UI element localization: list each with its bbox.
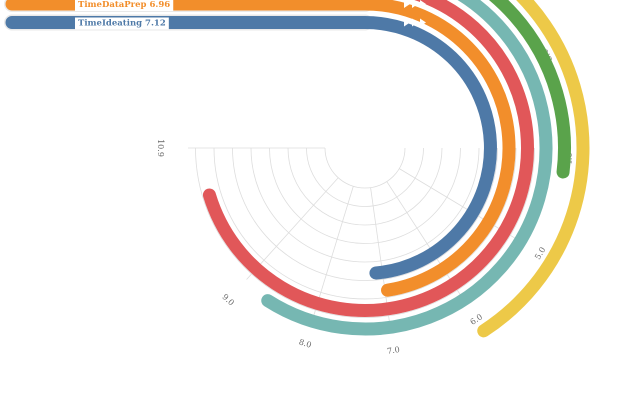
bar-label-TimeIdeating: TimeIdeating 7.12	[78, 19, 166, 29]
axis-tick-label: 10.9	[156, 139, 165, 157]
bar-outer-series	[477, 0, 590, 338]
bar-TimeIdeating	[5, 16, 497, 280]
bar-TimeManagingDataViz	[488, 0, 571, 179]
axis-tick-label: 7.0	[387, 345, 401, 356]
grid-ring	[306, 147, 424, 207]
grid-spoke	[246, 177, 339, 280]
bar-label-background	[75, 17, 169, 30]
bar-arrow-icon	[412, 18, 418, 27]
axis-tick-label: 9.0	[220, 292, 235, 307]
bar-TimeDataPrep	[5, 0, 516, 297]
grid-ring	[287, 147, 443, 226]
bar-arrow-icon	[404, 0, 410, 8]
bar-label-background	[75, 0, 174, 11]
grid-spoke	[370, 187, 391, 324]
grid-ring	[213, 147, 517, 300]
grid-ring	[250, 147, 480, 263]
bar-labels: TimeManagingDataViz 4.14TimeProducingViz…	[75, 0, 174, 30]
bar-arrow-icon	[420, 0, 426, 8]
chart-bars	[4, 0, 590, 338]
grid-ring	[232, 147, 498, 281]
radial-grid	[188, 147, 535, 324]
axis-tick-label: 8.0	[298, 337, 313, 349]
bar-arrow-icon	[412, 0, 418, 8]
grid-ring	[269, 147, 461, 244]
grid-spoke	[312, 186, 354, 318]
grid-spoke	[399, 168, 517, 240]
grid-spoke	[386, 181, 462, 297]
grid-ring	[195, 147, 535, 318]
bar-label-TimeDataPrep: TimeDataPrep 6.96	[78, 0, 170, 10]
bar-TimeProducingViz	[261, 0, 553, 336]
grid-ring	[324, 147, 406, 189]
bar-arrow-icon	[404, 18, 410, 27]
bar-arrow-icon	[420, 18, 426, 27]
bar-TimeDataAnalysis	[202, 0, 534, 317]
